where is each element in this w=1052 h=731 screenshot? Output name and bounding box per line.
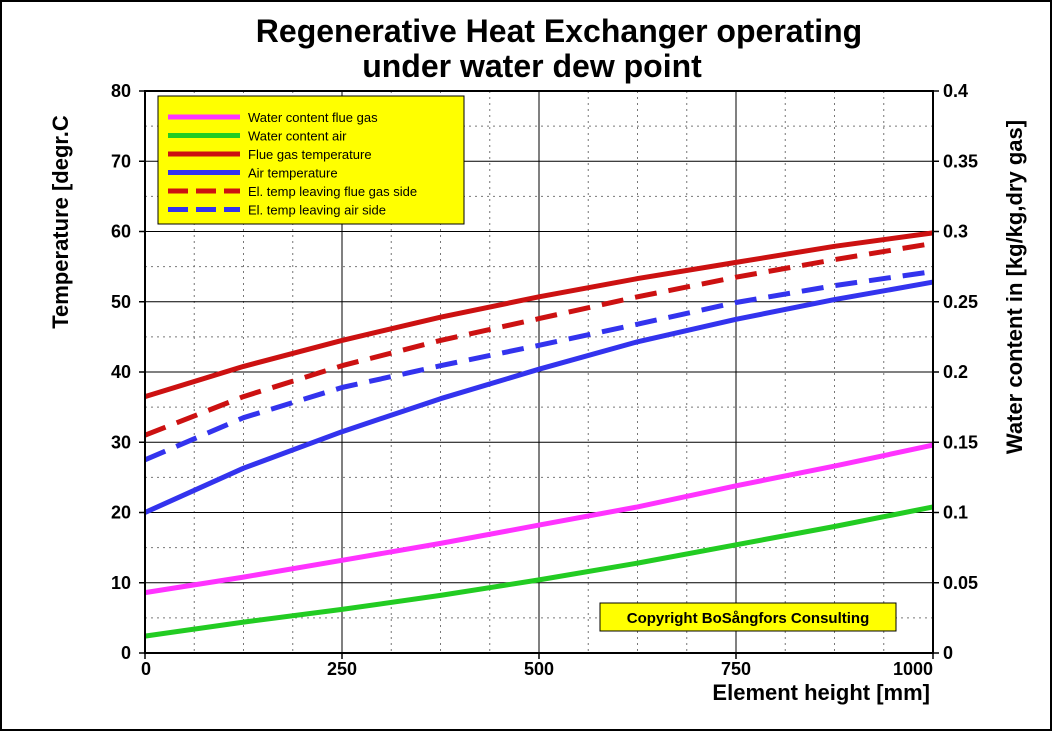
x-tick-label: 750: [721, 659, 751, 679]
y2-tick-label: 0.2: [943, 362, 968, 382]
y2-tick-label: 0: [943, 643, 953, 663]
y-tick-label: 40: [111, 362, 131, 382]
y-tick-label: 20: [111, 503, 131, 523]
y2-tick-label: 0.4: [943, 81, 968, 101]
y-tick-label: 80: [111, 81, 131, 101]
y-axis-title: Temperature [degr.C: [48, 115, 73, 329]
y2-axis-title: Water content in [kg/kg,dry gas]: [1002, 120, 1027, 454]
y2-axis-ticks: 0 0.05 0.1 0.15 0.2 0.25 0.3 0.35 0.4: [933, 81, 978, 663]
x-axis-ticks: 0 250 500 750 1000: [141, 653, 934, 679]
series-line: [144, 269, 934, 463]
legend-label: El. temp leaving air side: [248, 203, 386, 218]
series-line: [143, 279, 934, 515]
y-axis-ticks: 0 10 20 30 40 50 60 70 80: [111, 81, 145, 663]
series-line: [144, 230, 934, 399]
legend: Water content flue gas Water content air F…: [157, 95, 465, 225]
x-tick-label: 0: [141, 659, 151, 679]
series-line: [144, 442, 934, 596]
series-line: [144, 240, 934, 438]
y-tick-label: 60: [111, 222, 131, 242]
legend-label: Water content flue gas: [248, 110, 378, 125]
y-tick-label: 30: [111, 432, 131, 452]
x-tick-label: 250: [327, 659, 357, 679]
series-line: [144, 504, 934, 639]
y-tick-label: 0: [121, 643, 131, 663]
x-axis-title: Element height [mm]: [712, 680, 930, 705]
chart-title-line2: under water dew point: [362, 48, 702, 84]
legend-label: Water content air: [248, 129, 347, 144]
x-tick-label: 500: [524, 659, 554, 679]
copyright-box: Copyright BoSångfors Consulting: [599, 602, 897, 632]
y2-tick-label: 0.35: [943, 151, 978, 171]
y-tick-label: 10: [111, 573, 131, 593]
legend-label: El. temp leaving flue gas side: [248, 184, 417, 199]
y2-tick-label: 0.25: [943, 292, 978, 312]
y2-tick-label: 0.15: [943, 432, 978, 452]
legend-label: Flue gas temperature: [248, 147, 372, 162]
copyright-text: Copyright BoSångfors Consulting: [627, 610, 869, 627]
y2-tick-label: 0.3: [943, 222, 968, 242]
chart-title-line1: Regenerative Heat Exchanger operating: [256, 13, 862, 49]
legend-label: Air temperature: [248, 166, 338, 181]
y2-tick-label: 0.1: [943, 503, 968, 523]
copyright-background: [599, 602, 897, 632]
y-tick-label: 70: [111, 151, 131, 171]
y2-tick-label: 0.05: [943, 573, 978, 593]
y-tick-label: 50: [111, 292, 131, 312]
series-lines: [143, 230, 934, 639]
x-tick-label: 1000: [893, 659, 933, 679]
